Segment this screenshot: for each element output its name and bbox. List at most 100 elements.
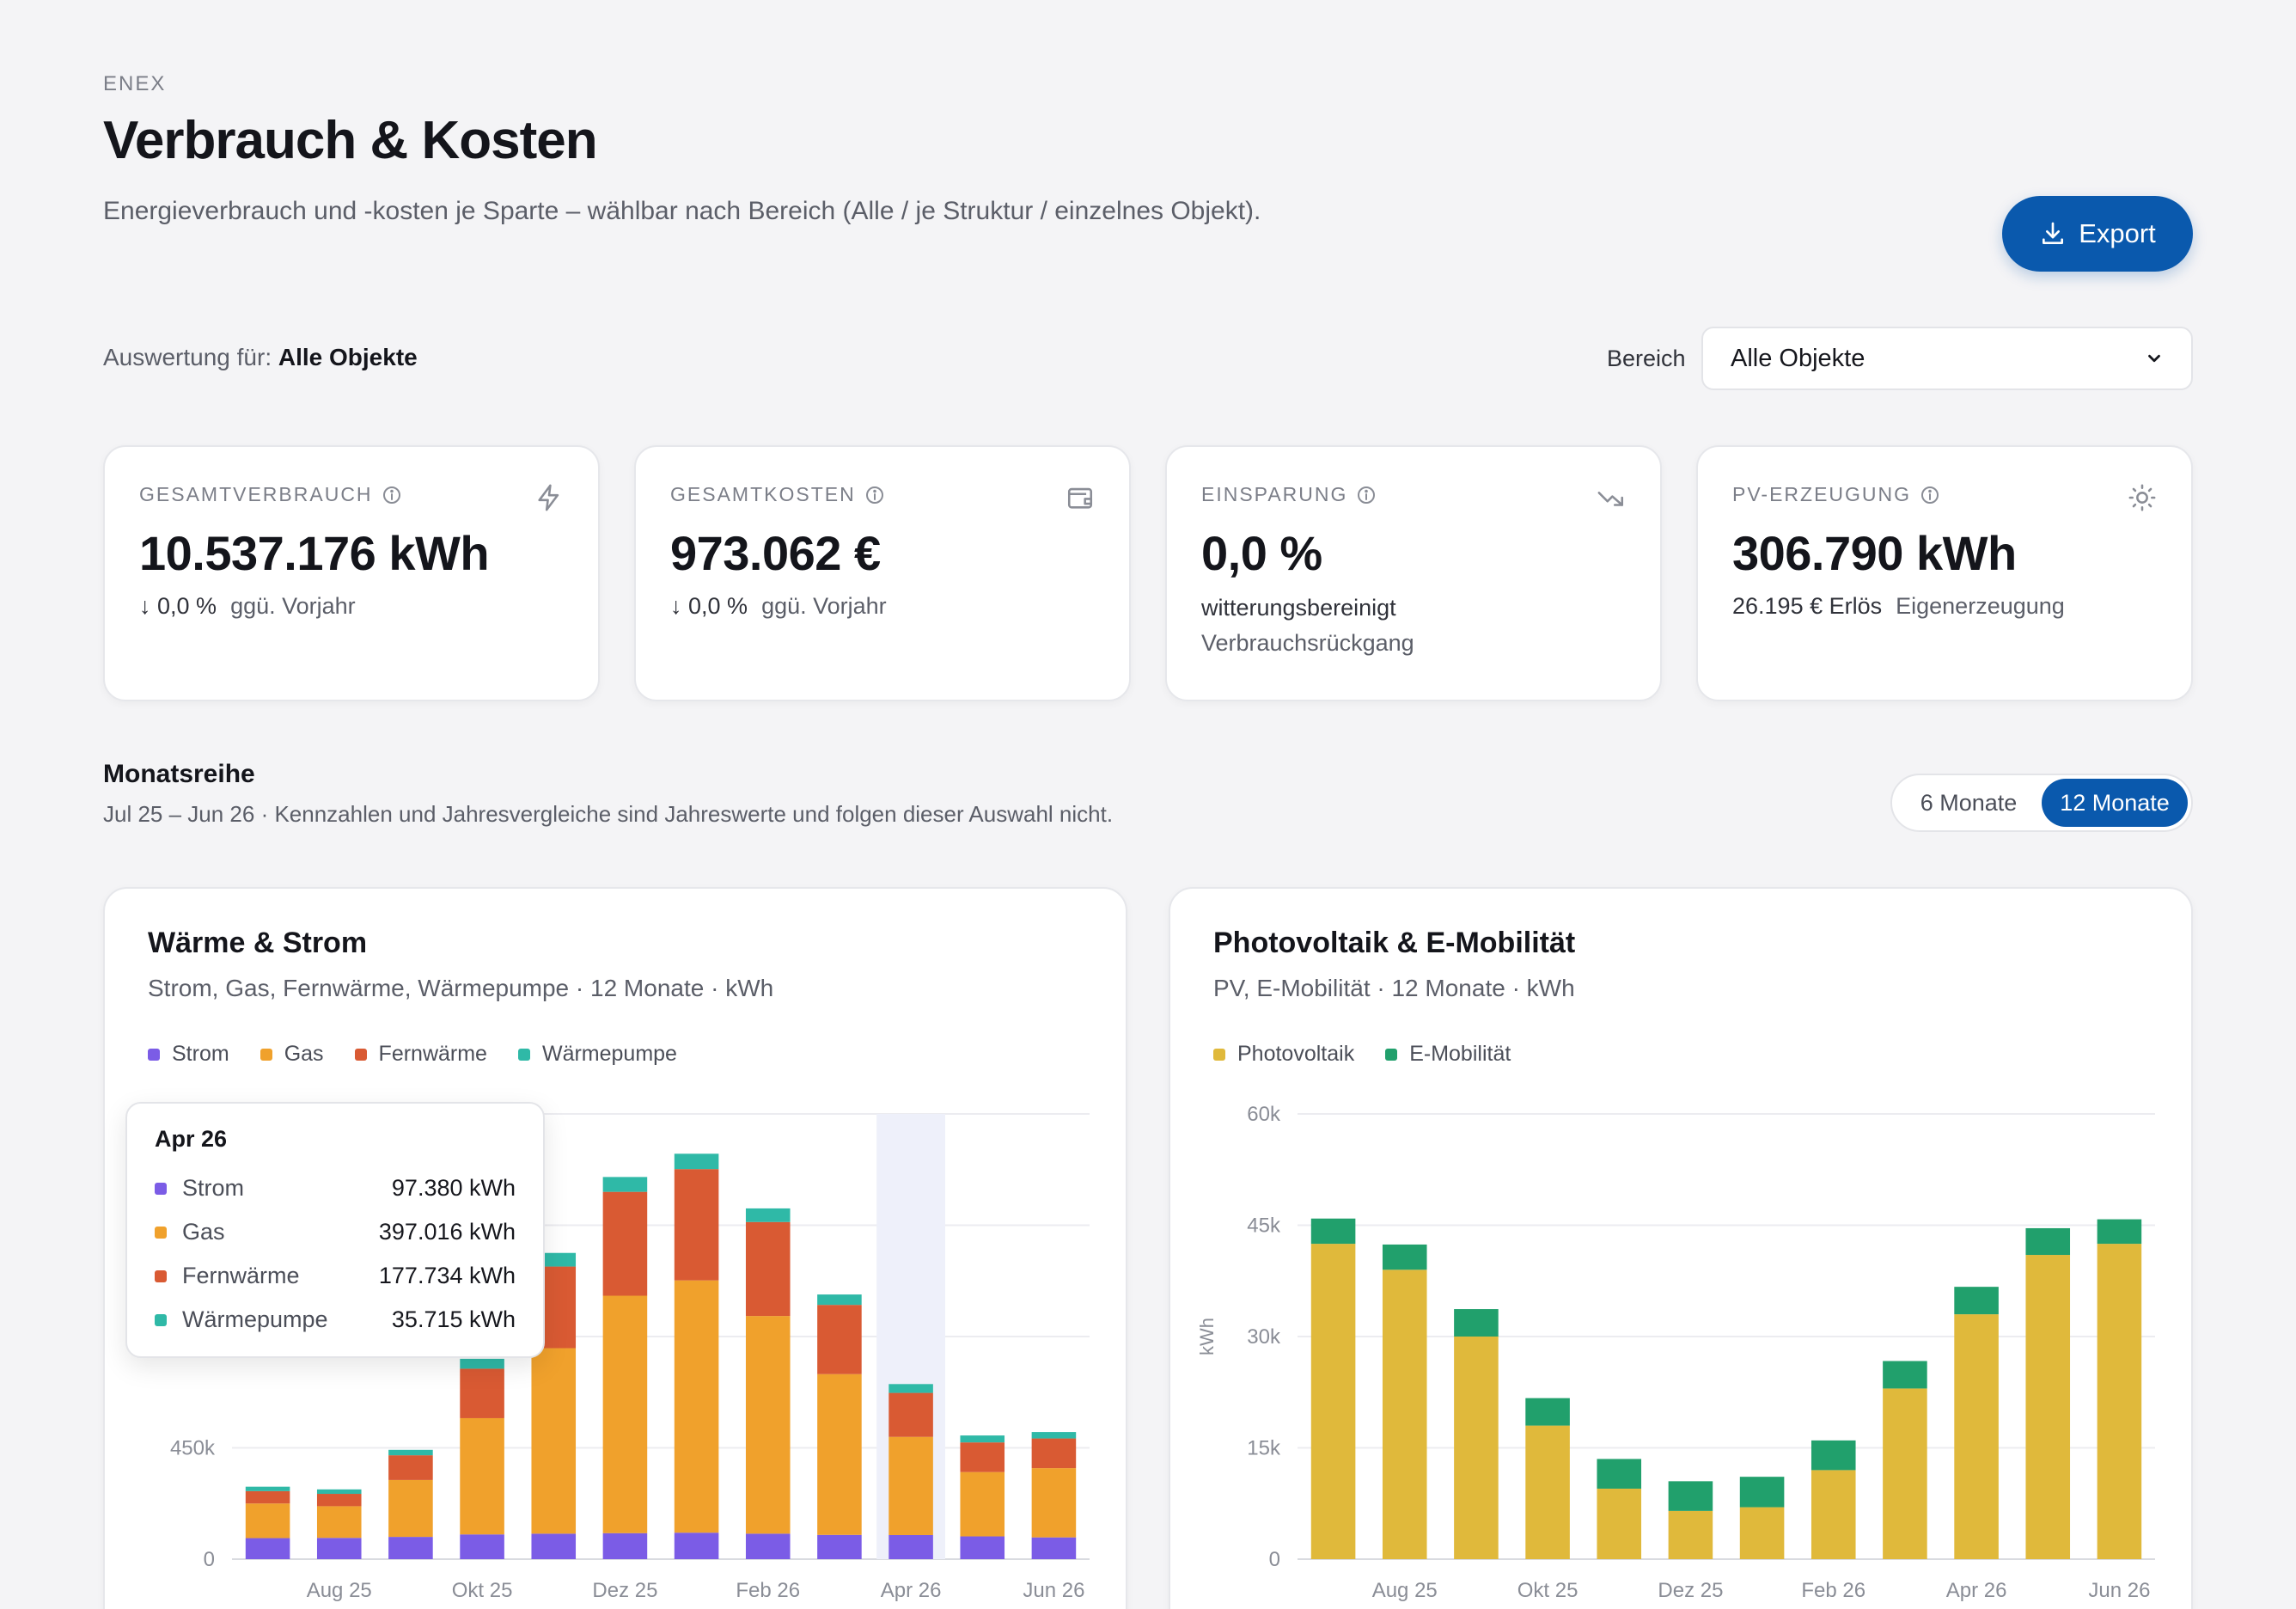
y-axis-label: kWh [1196,1318,1218,1355]
bar-fernwaerme-sep-25[interactable] [388,1455,433,1480]
bar-waermepumpe-feb-26[interactable] [745,1208,791,1222]
bar-e-mobilitaet-feb-26[interactable] [1811,1440,1856,1471]
bar-waermepumpe-jun-26[interactable] [1031,1432,1077,1439]
tooltip-row-strom: Strom 97.380 kWh [155,1166,516,1210]
bar-photovoltaik-okt-25[interactable] [1525,1425,1570,1559]
bar-gas-dez-25[interactable] [602,1295,648,1533]
legend-item-emobilitaet[interactable]: E-Mobilität [1385,1042,1511,1067]
bar-strom-jun-26[interactable] [1031,1537,1077,1559]
bar-strom-feb-26[interactable] [745,1533,791,1559]
bar-gas-jan-26[interactable] [674,1280,719,1533]
bar-e-mobilitaet-nov-25[interactable] [1597,1459,1642,1489]
bar-gas-nov-25[interactable] [531,1348,577,1534]
y-tick-label: 30k [1247,1325,1281,1349]
bar-photovoltaik-dez-25[interactable] [1668,1510,1713,1559]
scope-value: Alle Objekte [278,344,418,370]
bar-gas-sep-25[interactable] [388,1479,433,1538]
bar-strom-maer-26[interactable] [817,1534,862,1559]
bar-e-mobilitaet-dez-25[interactable] [1668,1481,1713,1511]
bar-e-mobilitaet-okt-25[interactable] [1525,1398,1570,1426]
info-icon[interactable] [382,485,402,505]
bar-e-mobilitaet-apr-26[interactable] [1954,1287,1999,1315]
bar-strom-aug-25[interactable] [316,1538,362,1559]
bar-gas-maer-26[interactable] [817,1373,862,1535]
bar-fernwaerme-jul-25[interactable] [245,1490,290,1504]
bar-strom-okt-25[interactable] [460,1534,504,1559]
x-tick-label: Okt 25 [452,1579,513,1602]
bar-gas-jun-26[interactable] [1031,1468,1077,1538]
bar-photovoltaik-feb-26[interactable] [1811,1470,1856,1559]
kpi-value: 0,0 % [1201,526,1322,580]
bar-e-mobilitaet-jul-25[interactable] [1310,1218,1356,1245]
bar-strom-sep-25[interactable] [388,1537,433,1559]
bar-strom-apr-26[interactable] [888,1534,933,1559]
kpi-label: EINSPARUNG [1201,483,1348,505]
bar-fernwaerme-okt-25[interactable] [460,1368,504,1418]
bar-fernwaerme-apr-26[interactable] [888,1392,933,1437]
legend-item-waermepumpe[interactable]: Wärmepumpe [517,1042,677,1067]
bar-gas-okt-25[interactable] [460,1417,504,1535]
bar-fernwaerme-jun-26[interactable] [1031,1438,1077,1469]
legend-item-strom[interactable]: Strom [148,1042,229,1067]
bar-photovoltaik-aug-25[interactable] [1382,1269,1427,1559]
bar-waermepumpe-okt-25[interactable] [460,1358,504,1369]
bar-fernwaerme-jan-26[interactable] [674,1169,719,1281]
bereich-select[interactable]: Alle Objekte [1701,327,2193,390]
kpi-card-gesamtverbrauch: GESAMTVERBRAUCH 10.537.176 kWh ↓ 0,0 % g… [103,445,600,701]
bar-fernwaerme-mai-26[interactable] [960,1442,1005,1472]
info-icon[interactable] [864,485,885,505]
bar-fernwaerme-maer-26[interactable] [817,1305,862,1374]
legend-item-fernwaerme[interactable]: Fernwärme [354,1042,487,1067]
bar-waermepumpe-jul-25[interactable] [245,1486,290,1491]
bar-gas-feb-26[interactable] [745,1316,791,1534]
bar-e-mobilitaet-sep-25[interactable] [1454,1309,1499,1337]
bar-e-mobilitaet-maer-26[interactable] [1883,1361,1927,1389]
bar-e-mobilitaet-jan-26[interactable] [1739,1477,1785,1508]
kpi-line2: Verbrauchsrückgang [1201,630,1414,656]
bar-e-mobilitaet-jun-26[interactable] [2097,1219,2142,1245]
bar-fernwaerme-dez-25[interactable] [602,1191,648,1296]
bar-waermepumpe-dez-25[interactable] [602,1177,648,1192]
bar-strom-mai-26[interactable] [960,1536,1005,1559]
bar-waermepumpe-jan-26[interactable] [674,1153,719,1170]
chart-legend: Photovoltaik E-Mobilität [1213,1042,1511,1067]
bar-photovoltaik-apr-26[interactable] [1954,1314,1999,1559]
sun-icon [2128,484,2156,511]
x-tick-label: Apr 26 [881,1579,942,1602]
bar-strom-jan-26[interactable] [674,1533,719,1559]
export-button[interactable]: Export [2002,196,2193,272]
bar-e-mobilitaet-aug-25[interactable] [1382,1244,1427,1270]
bar-gas-aug-25[interactable] [316,1506,362,1539]
bar-photovoltaik-jun-26[interactable] [2097,1244,2142,1559]
bar-strom-nov-25[interactable] [531,1533,577,1559]
scope-line: Auswertung für: Alle Objekte [103,344,418,371]
bar-photovoltaik-sep-25[interactable] [1454,1337,1499,1559]
bar-photovoltaik-nov-25[interactable] [1597,1488,1642,1559]
legend-item-gas[interactable]: Gas [260,1042,324,1067]
bar-waermepumpe-mai-26[interactable] [960,1435,1005,1443]
bar-e-mobilitaet-mai-26[interactable] [2025,1227,2071,1256]
info-icon[interactable] [1920,485,1940,505]
bar-fernwaerme-aug-25[interactable] [316,1494,362,1507]
legend-item-photovoltaik[interactable]: Photovoltaik [1213,1042,1354,1067]
toggle-12-monate[interactable]: 12 Monate [2042,779,2188,827]
toggle-6-monate[interactable]: 6 Monate [1920,789,2018,816]
bar-gas-apr-26[interactable] [888,1436,933,1535]
bar-waermepumpe-apr-26[interactable] [888,1384,933,1393]
bar-photovoltaik-maer-26[interactable] [1883,1388,1927,1559]
bar-gas-mai-26[interactable] [960,1471,1005,1537]
scope-prefix: Auswertung für: [103,344,272,370]
bar-waermepumpe-aug-25[interactable] [316,1489,362,1495]
bar-strom-dez-25[interactable] [602,1533,648,1559]
bar-photovoltaik-jan-26[interactable] [1739,1507,1785,1559]
bar-photovoltaik-jul-25[interactable] [1310,1244,1356,1559]
tooltip-row-waermepumpe: Wärmepumpe 35.715 kWh [155,1298,516,1342]
bar-waermepumpe-maer-26[interactable] [817,1294,862,1306]
bar-strom-jul-25[interactable] [245,1538,290,1559]
info-icon[interactable] [1356,485,1377,505]
y-tick-label: 15k [1247,1437,1281,1460]
bar-gas-jul-25[interactable] [245,1503,290,1539]
bar-fernwaerme-feb-26[interactable] [745,1221,791,1317]
bar-waermepumpe-sep-25[interactable] [388,1449,433,1456]
bar-photovoltaik-mai-26[interactable] [2025,1255,2071,1559]
